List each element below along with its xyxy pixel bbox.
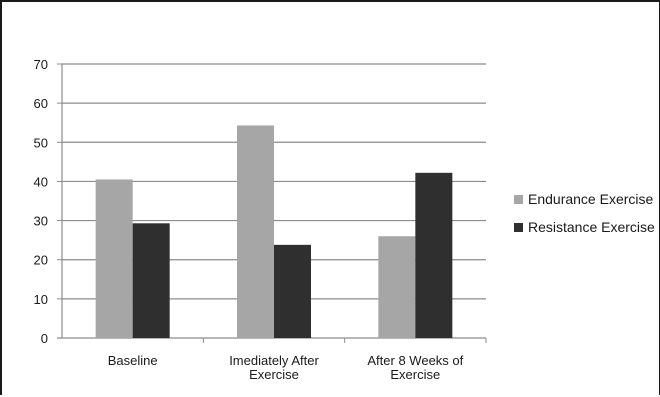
y-tick-label: 30 — [34, 214, 48, 229]
bar-endurance-exercise — [237, 125, 274, 338]
y-tick-label: 40 — [34, 174, 48, 189]
bar-endurance-exercise — [378, 236, 416, 338]
x-category-label: After 8 Weeks of Exercise — [367, 353, 463, 382]
legend: Endurance Exercise Resistance Exercise — [514, 191, 655, 235]
x-category-label: Imediately After Exercise — [229, 353, 319, 382]
legend-label: Endurance Exercise — [528, 191, 654, 207]
legend-label: Resistance Exercise — [528, 219, 655, 235]
y-tick-label: 50 — [34, 135, 48, 150]
y-tick-label: 20 — [34, 253, 48, 268]
bar-resistance-exercise — [132, 223, 170, 338]
legend-swatch — [514, 195, 523, 204]
x-category-label: Baseline — [108, 353, 158, 368]
x-category-labels: Baseline Imediately After Exercise After 8 … — [108, 353, 464, 382]
bars — [95, 125, 453, 338]
y-tick-label: 60 — [34, 96, 48, 111]
y-tick-label: 0 — [41, 331, 48, 346]
y-tick-labels: 0 10 20 30 40 50 60 70 — [34, 57, 48, 346]
legend-swatch — [514, 223, 523, 232]
y-tick-label: 10 — [34, 292, 48, 307]
bar-resistance-exercise — [274, 244, 311, 338]
bar-resistance-exercise — [415, 172, 453, 338]
y-tick-label: 70 — [34, 57, 48, 72]
bar-endurance-exercise — [95, 179, 133, 338]
